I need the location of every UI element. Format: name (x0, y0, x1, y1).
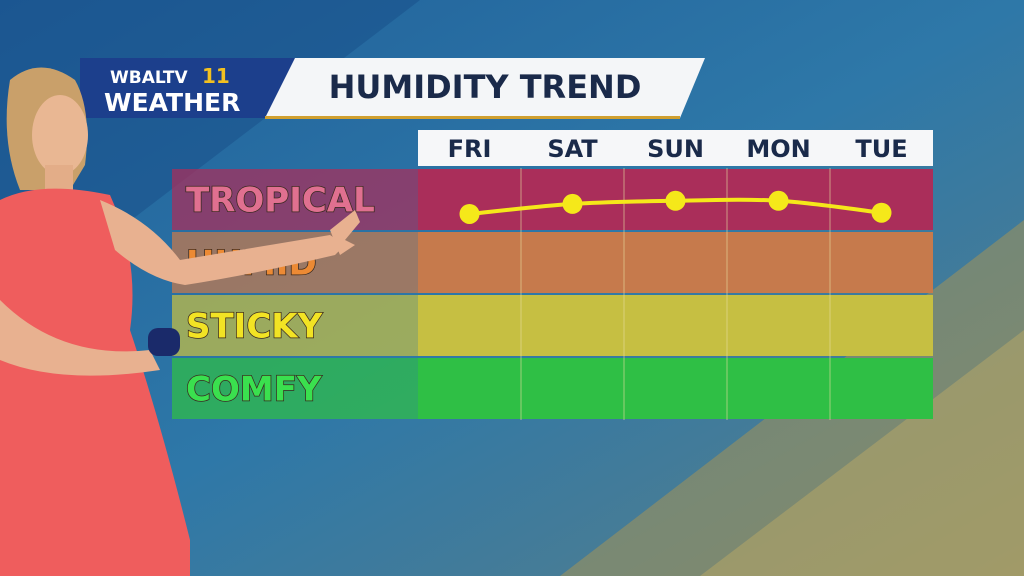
x-tick-label: TUE (855, 135, 907, 163)
presenter (0, 67, 360, 576)
x-tick-label: FRI (448, 135, 492, 163)
background-stripe (700, 330, 1024, 576)
trend-point (871, 202, 892, 223)
trend-point (665, 190, 686, 211)
title-underline (265, 116, 680, 119)
logo-box (80, 58, 295, 118)
logo-brand: WEATHER (104, 88, 240, 117)
band (418, 232, 933, 293)
band-label: STICKY (186, 307, 323, 347)
chart: COMFYSTICKYHUMIDTROPICALFRISATSUNMONTUE (172, 130, 933, 420)
band-label-bg (172, 358, 418, 419)
trend-point (768, 190, 789, 211)
band-label: COMFY (186, 370, 322, 410)
logo-channel: 11 (202, 64, 230, 88)
band (418, 295, 933, 356)
band (418, 358, 933, 419)
trend-point (562, 193, 583, 214)
band-label: TROPICAL (186, 181, 375, 221)
chart-title: HUMIDITY TREND (329, 68, 642, 106)
trend-point (459, 203, 480, 224)
x-tick-label: SAT (547, 135, 598, 163)
band-label-bg (172, 295, 418, 356)
day-header-bar (418, 130, 933, 166)
title-banner (265, 58, 705, 118)
band-label-bg (172, 169, 418, 230)
x-tick-label: MON (746, 135, 810, 163)
x-tick-label: SUN (647, 135, 704, 163)
logo-station: WBALTV (110, 68, 188, 88)
